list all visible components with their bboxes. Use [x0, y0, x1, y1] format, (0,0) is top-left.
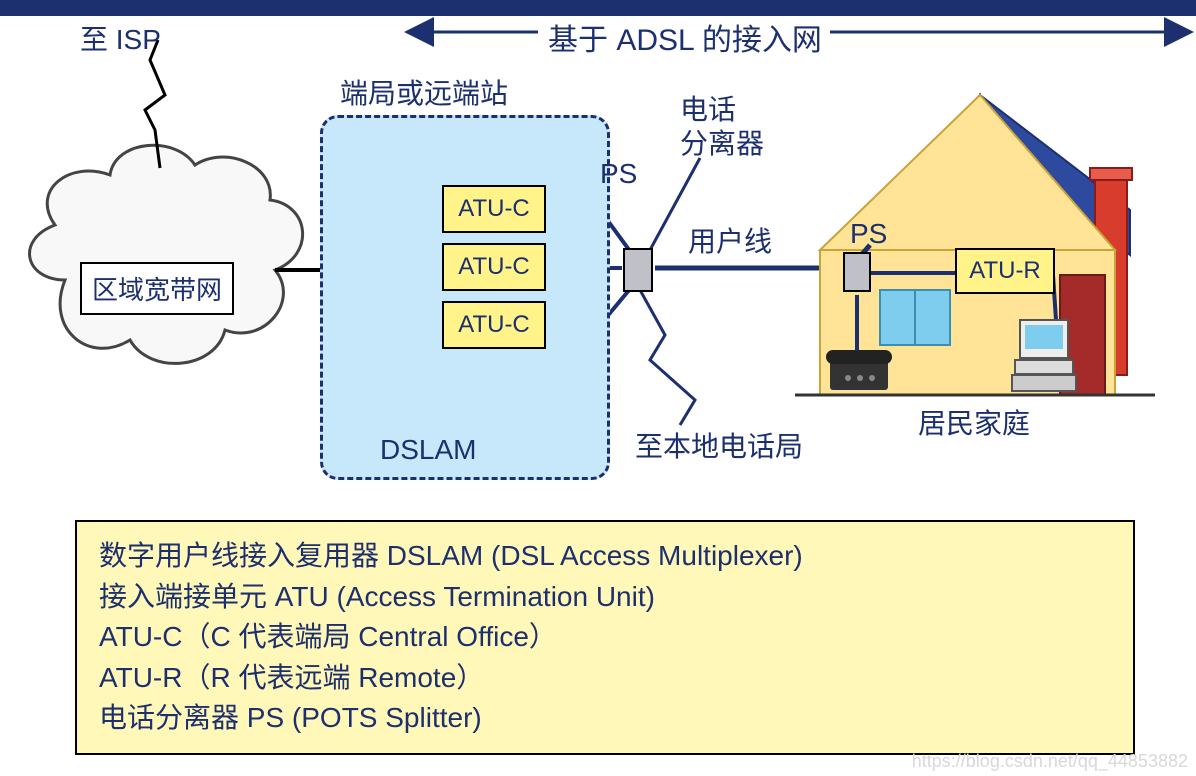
house-label: 居民家庭 — [918, 402, 1030, 442]
dslam-label: DSLAM — [380, 434, 476, 466]
legend-line-1: 数字用户线接入复用器 DSLAM (DSL Access Multiplexer… — [99, 536, 1111, 577]
pc-icon — [1012, 320, 1076, 391]
legend-line-5: 电话分离器 PS (POTS Splitter) — [99, 698, 1111, 739]
dslam-box — [320, 115, 610, 480]
atu-c-box-3: ATU-C — [442, 301, 546, 349]
title: 基于 ADSL 的接入网 — [548, 15, 822, 59]
ps-label-house: PS — [850, 218, 887, 250]
legend-line-3: ATU-C（C 代表端局 Central Office） — [99, 617, 1111, 658]
cloud-shape — [30, 145, 303, 363]
to-isp-label: 至 ISP — [80, 18, 161, 58]
atu-c-box-2: ATU-C — [442, 243, 546, 291]
ps-label-central: PS — [600, 158, 637, 190]
legend-line-2: 接入端接单元 ATU (Access Termination Unit) — [99, 577, 1111, 618]
splitter-label-2: 分离器 — [680, 122, 764, 162]
atu-c-box-1: ATU-C — [442, 185, 546, 233]
to-phone-office-label: 至本地电话局 — [635, 425, 803, 465]
house-shape — [795, 95, 1155, 395]
cloud-label: 区域宽带网 — [80, 262, 234, 315]
telephone-icon — [826, 350, 892, 390]
ps-box-house — [843, 252, 871, 292]
legend-line-4: ATU-R（R 代表远端 Remote） — [99, 658, 1111, 699]
dslam-title: 端局或远端站 — [340, 72, 508, 112]
watermark: https://blog.csdn.net/qq_44853882 — [912, 751, 1188, 772]
user-line-label: 用户线 — [688, 220, 772, 260]
atu-r-box: ATU-R — [955, 248, 1055, 294]
ps-box-central — [623, 248, 653, 292]
legend-box: 数字用户线接入复用器 DSLAM (DSL Access Multiplexer… — [75, 520, 1135, 755]
top-bar — [0, 0, 1196, 16]
